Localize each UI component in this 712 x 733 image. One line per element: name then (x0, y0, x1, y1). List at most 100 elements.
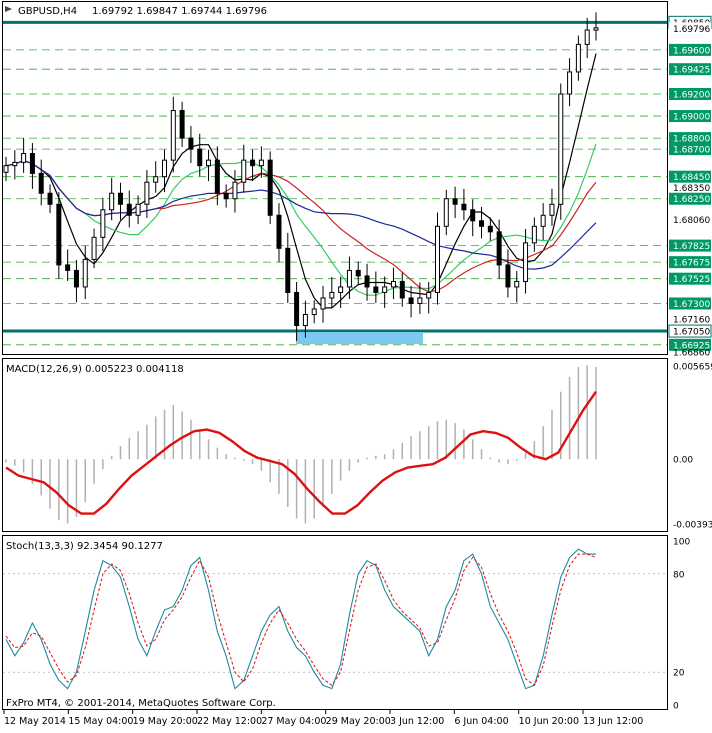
candle[interactable] (12, 150, 18, 180)
candle[interactable] (443, 189, 449, 236)
time-tick-label: 22 May 12:00 (197, 716, 262, 727)
candle[interactable] (241, 144, 247, 193)
candle[interactable] (206, 149, 212, 182)
candle[interactable] (346, 256, 352, 300)
candle[interactable] (505, 249, 511, 298)
stoch-tick-label: 80 (673, 570, 685, 580)
candle[interactable] (91, 228, 97, 269)
candle[interactable] (179, 101, 185, 147)
stoch-tick-label: 0 (673, 702, 679, 712)
price-tick-label: 1.66860 (673, 349, 710, 359)
candle[interactable] (461, 188, 467, 221)
candle[interactable] (549, 188, 555, 226)
time-tick-label: 19 May 20:00 (133, 716, 198, 727)
candle-body (567, 71, 573, 95)
candle[interactable] (162, 149, 168, 193)
candle[interactable] (232, 170, 238, 213)
stoch-main-line (5, 548, 596, 690)
candle[interactable] (38, 159, 44, 206)
copyright-text: FxPro MT4, © 2001-2014, MetaQuotes Softw… (6, 698, 276, 709)
candle-body (364, 275, 370, 288)
candle[interactable] (514, 270, 520, 303)
candle[interactable] (250, 149, 256, 182)
candle[interactable] (214, 146, 220, 206)
price-tag (669, 63, 711, 76)
candle[interactable] (426, 281, 432, 314)
candle-body (338, 286, 344, 293)
candle-body (267, 159, 273, 216)
candle[interactable] (531, 217, 537, 252)
candle[interactable] (487, 217, 493, 241)
candle[interactable] (21, 138, 27, 173)
time-tick-label: 6 Jun 04:00 (454, 716, 508, 727)
candle[interactable] (126, 190, 132, 228)
candle[interactable] (479, 207, 485, 239)
candle[interactable] (302, 300, 308, 338)
candle-body (584, 29, 590, 45)
candle[interactable] (355, 261, 361, 285)
candle[interactable] (197, 133, 203, 177)
price-tick-label: 1.68450 (673, 173, 710, 183)
candle[interactable] (540, 203, 546, 241)
candle[interactable] (470, 199, 476, 237)
candle[interactable] (575, 35, 581, 81)
candle[interactable] (399, 272, 405, 307)
candle[interactable] (364, 263, 370, 301)
candle[interactable] (109, 177, 115, 221)
candle[interactable] (434, 212, 440, 305)
candle[interactable] (276, 203, 282, 263)
candle-body (479, 220, 485, 227)
candle[interactable] (73, 259, 79, 303)
candle[interactable] (417, 282, 423, 314)
candle[interactable] (320, 285, 326, 323)
candle[interactable] (223, 184, 229, 208)
macd-tick-label: 0.005659 (673, 363, 712, 373)
candle-body (302, 314, 308, 327)
candle[interactable] (523, 229, 529, 294)
candle[interactable] (382, 276, 388, 308)
candle[interactable] (117, 182, 123, 220)
candle[interactable] (311, 300, 317, 324)
candle[interactable] (567, 58, 573, 107)
stoch-signal-line (5, 553, 597, 687)
macd-histogram (5, 365, 597, 524)
candle[interactable] (496, 219, 502, 279)
candle[interactable] (408, 285, 414, 318)
candle[interactable] (82, 245, 88, 300)
candle[interactable] (47, 184, 53, 214)
candle-body (223, 192, 229, 200)
candles[interactable] (3, 12, 599, 341)
candle-body (382, 286, 388, 293)
candle[interactable] (56, 192, 62, 279)
price-tag (668, 324, 712, 338)
candle-body (188, 137, 194, 150)
candle-body (408, 297, 414, 304)
candle[interactable] (3, 156, 9, 182)
candle-body (593, 27, 599, 31)
candle[interactable] (65, 249, 71, 281)
candle[interactable] (153, 161, 159, 193)
candle[interactable] (584, 17, 590, 59)
candle[interactable] (100, 197, 106, 252)
candle-body (505, 264, 511, 288)
candle[interactable] (135, 195, 141, 225)
candle[interactable] (170, 96, 176, 173)
candle[interactable] (258, 146, 264, 178)
symbol-title: GBPUSD,H4 (18, 6, 77, 17)
candle[interactable] (188, 125, 194, 163)
candle[interactable] (329, 277, 335, 309)
candle[interactable] (144, 170, 150, 219)
candle[interactable] (29, 143, 35, 189)
candle[interactable] (390, 267, 396, 300)
candle[interactable] (558, 83, 564, 220)
candle[interactable] (267, 151, 273, 225)
candle[interactable] (593, 12, 599, 41)
candle[interactable] (373, 271, 379, 303)
candle-body (135, 203, 141, 216)
candle[interactable] (338, 276, 344, 308)
candle[interactable] (294, 281, 300, 341)
candle[interactable] (285, 232, 291, 303)
candle[interactable] (452, 186, 458, 219)
